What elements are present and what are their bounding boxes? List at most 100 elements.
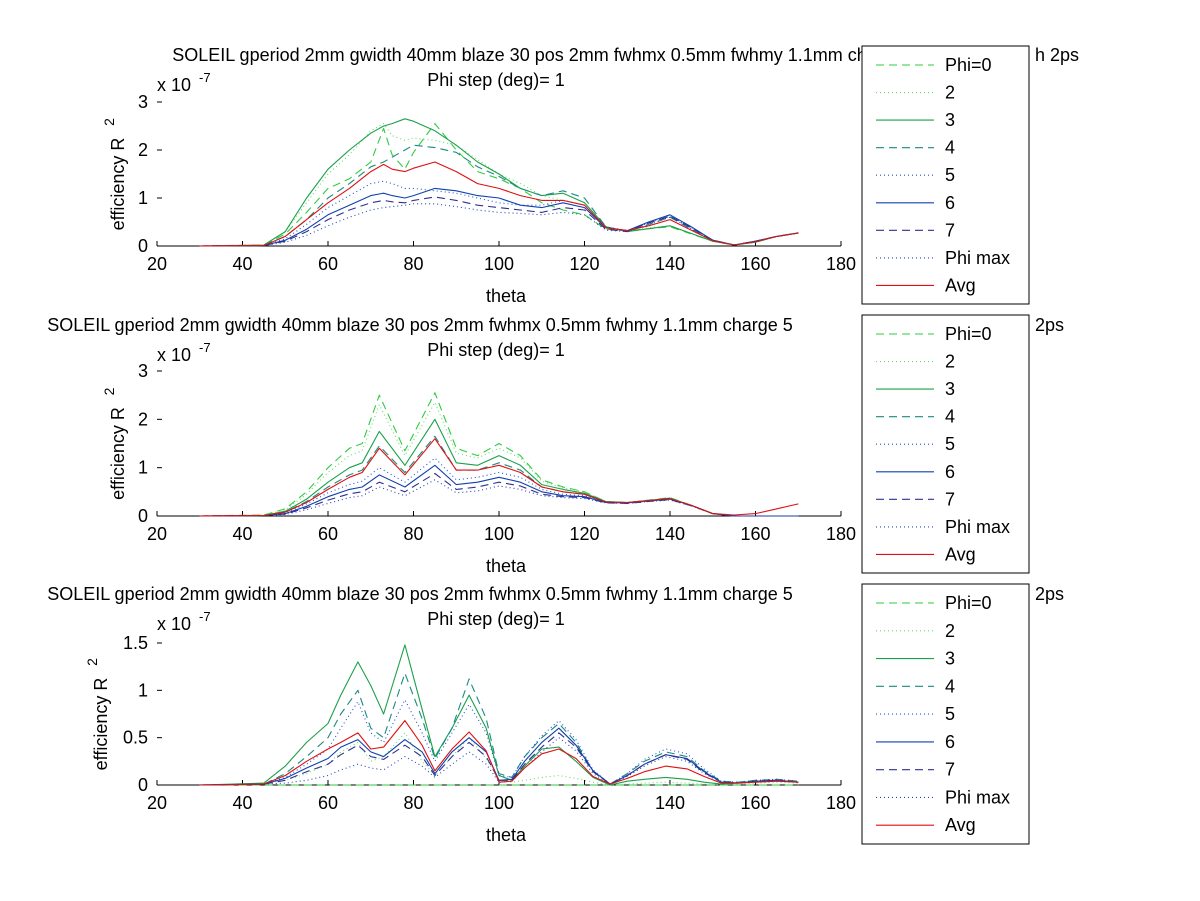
y-tick-label: 2 — [138, 409, 148, 429]
series-line-1 — [199, 392, 799, 517]
series-line-3 — [199, 118, 799, 247]
x-axis-label: theta — [486, 556, 527, 576]
x-tick-label: 60 — [318, 524, 338, 544]
legend-box — [861, 45, 1030, 305]
x-tick-label: 120 — [569, 524, 599, 544]
x-tick-label: 180 — [826, 254, 856, 274]
x-axis-label: theta — [486, 286, 527, 306]
chart-subtitle: Phi step (deg)= 1 — [427, 340, 565, 360]
y-axis-label: efficiency R — [108, 138, 128, 231]
y-tick-label: 1 — [138, 458, 148, 478]
y-tick-label: 3 — [138, 361, 148, 381]
series-line-7 — [199, 732, 799, 786]
x-tick-label: 160 — [740, 254, 770, 274]
chart-title: SOLEIL gperiod 2mm gwidth 40mm blaze 30 … — [47, 584, 793, 604]
legend-entry: 4 — [945, 138, 955, 158]
legend-entry: 4 — [945, 407, 955, 427]
legend-entry: 3 — [945, 379, 955, 399]
chart-panel-2: 20 40 60 80 100 120 140 160 180 0 1 2 3 x 10 -7 theta ef… — [47, 314, 1064, 576]
axis-exponent: x 10 — [157, 345, 191, 365]
y-tick-label: 2 — [138, 140, 148, 160]
series-line-4 — [199, 144, 799, 247]
y-tick-label: 1 — [138, 680, 148, 700]
series-line-3 — [199, 644, 799, 786]
chart-subtitle: Phi step (deg)= 1 — [427, 609, 565, 629]
legend-box — [861, 583, 1030, 845]
legend-entry: Phi=0 — [945, 593, 992, 613]
x-tick-label: 100 — [484, 254, 514, 274]
x-axis-label: theta — [486, 825, 527, 845]
x-tick-label: 180 — [826, 524, 856, 544]
x-tick-label: 120 — [569, 793, 599, 813]
y-axis-label-power: 2 — [101, 118, 117, 126]
legend-entry: 7 — [945, 489, 955, 509]
legend: Phi=0 2 3 4 5 6 7 Phi max Avg — [861, 583, 1030, 845]
y-tick-label: 3 — [138, 92, 148, 112]
x-tick-label: 80 — [403, 793, 423, 813]
series-line-8 — [199, 737, 799, 786]
chart-title-tail: h 2ps — [1035, 45, 1079, 65]
legend-entry: 7 — [945, 760, 955, 780]
x-tick-label: 160 — [740, 793, 770, 813]
series-line-7 — [199, 472, 799, 517]
chart-panel-3: 20 40 60 80 100 120 140 160 180 0 0.5 1 1.5 x 10 -7 the… — [47, 583, 1064, 845]
axis-exponent-power: -7 — [199, 70, 211, 85]
legend: Phi=0 2 3 4 5 6 7 Phi max Avg — [861, 45, 1030, 305]
y-tick-label: 0 — [138, 506, 148, 526]
axis-exponent: x 10 — [157, 614, 191, 634]
legend-entry: Avg — [945, 815, 976, 835]
legend-entry: Phi=0 — [945, 324, 992, 344]
legend-entry: 2 — [945, 352, 955, 372]
x-tick-label: 20 — [147, 793, 167, 813]
x-tick-label: 40 — [232, 524, 252, 544]
series-line-6 — [199, 187, 799, 247]
legend-entry: 6 — [945, 193, 955, 213]
x-tick-label: 100 — [484, 524, 514, 544]
legend-entry: 7 — [945, 220, 955, 240]
x-tick-label: 40 — [232, 793, 252, 813]
x-tick-label: 140 — [655, 254, 685, 274]
axis-exponent-power: -7 — [199, 609, 211, 624]
legend-entry: 5 — [945, 165, 955, 185]
legend-entry: 4 — [945, 676, 955, 696]
y-axis-label-group: efficiency R 2 — [101, 118, 128, 230]
legend-entry: 6 — [945, 732, 955, 752]
legend: Phi=0 2 3 4 5 6 7 Phi max Avg — [861, 314, 1030, 574]
legend-entry: Phi=0 — [945, 55, 992, 75]
y-axis-label-group: efficiency R 2 — [101, 387, 128, 499]
legend-entry: 6 — [945, 462, 955, 482]
axis-exponent-power: -7 — [199, 340, 211, 355]
series-line-9 — [199, 161, 799, 247]
x-tick-label: 20 — [147, 524, 167, 544]
series-line-9 — [199, 438, 799, 517]
series-line-6 — [199, 727, 799, 786]
chart-title-tail: 2ps — [1035, 315, 1064, 335]
chart-title: SOLEIL gperiod 2mm gwidth 40mm blaze 30 … — [172, 45, 918, 65]
series-line-9 — [199, 720, 799, 786]
legend-entry: Phi max — [945, 787, 1010, 807]
y-axis-label: efficiency R — [91, 678, 111, 771]
legend-entry: 5 — [945, 704, 955, 724]
y-tick-label: 0 — [138, 775, 148, 795]
x-tick-label: 80 — [403, 254, 423, 274]
x-tick-label: 80 — [403, 524, 423, 544]
chart-subtitle: Phi step (deg)= 1 — [427, 70, 565, 90]
y-axis-label-power: 2 — [84, 658, 100, 666]
legend-entry: 2 — [945, 621, 955, 641]
legend-entry: 3 — [945, 110, 955, 130]
x-tick-label: 20 — [147, 254, 167, 274]
legend-entry: 3 — [945, 649, 955, 669]
axis-exponent: x 10 — [157, 75, 191, 95]
chart-title: SOLEIL gperiod 2mm gwidth 40mm blaze 30 … — [47, 315, 793, 335]
chart-panel-1: 20 40 60 80 100 120 140 160 180 0 1 2 3 x 10 -7 theta ef… — [101, 45, 1079, 306]
x-tick-label: 140 — [655, 793, 685, 813]
y-axis-label-power: 2 — [101, 387, 117, 395]
y-tick-label: 0.5 — [123, 728, 148, 748]
x-tick-label: 100 — [484, 793, 514, 813]
y-tick-label: 1 — [138, 188, 148, 208]
legend-box — [861, 314, 1030, 574]
y-tick-label: 0 — [138, 236, 148, 256]
x-tick-label: 120 — [569, 254, 599, 274]
y-axis-label: efficiency R — [108, 407, 128, 500]
